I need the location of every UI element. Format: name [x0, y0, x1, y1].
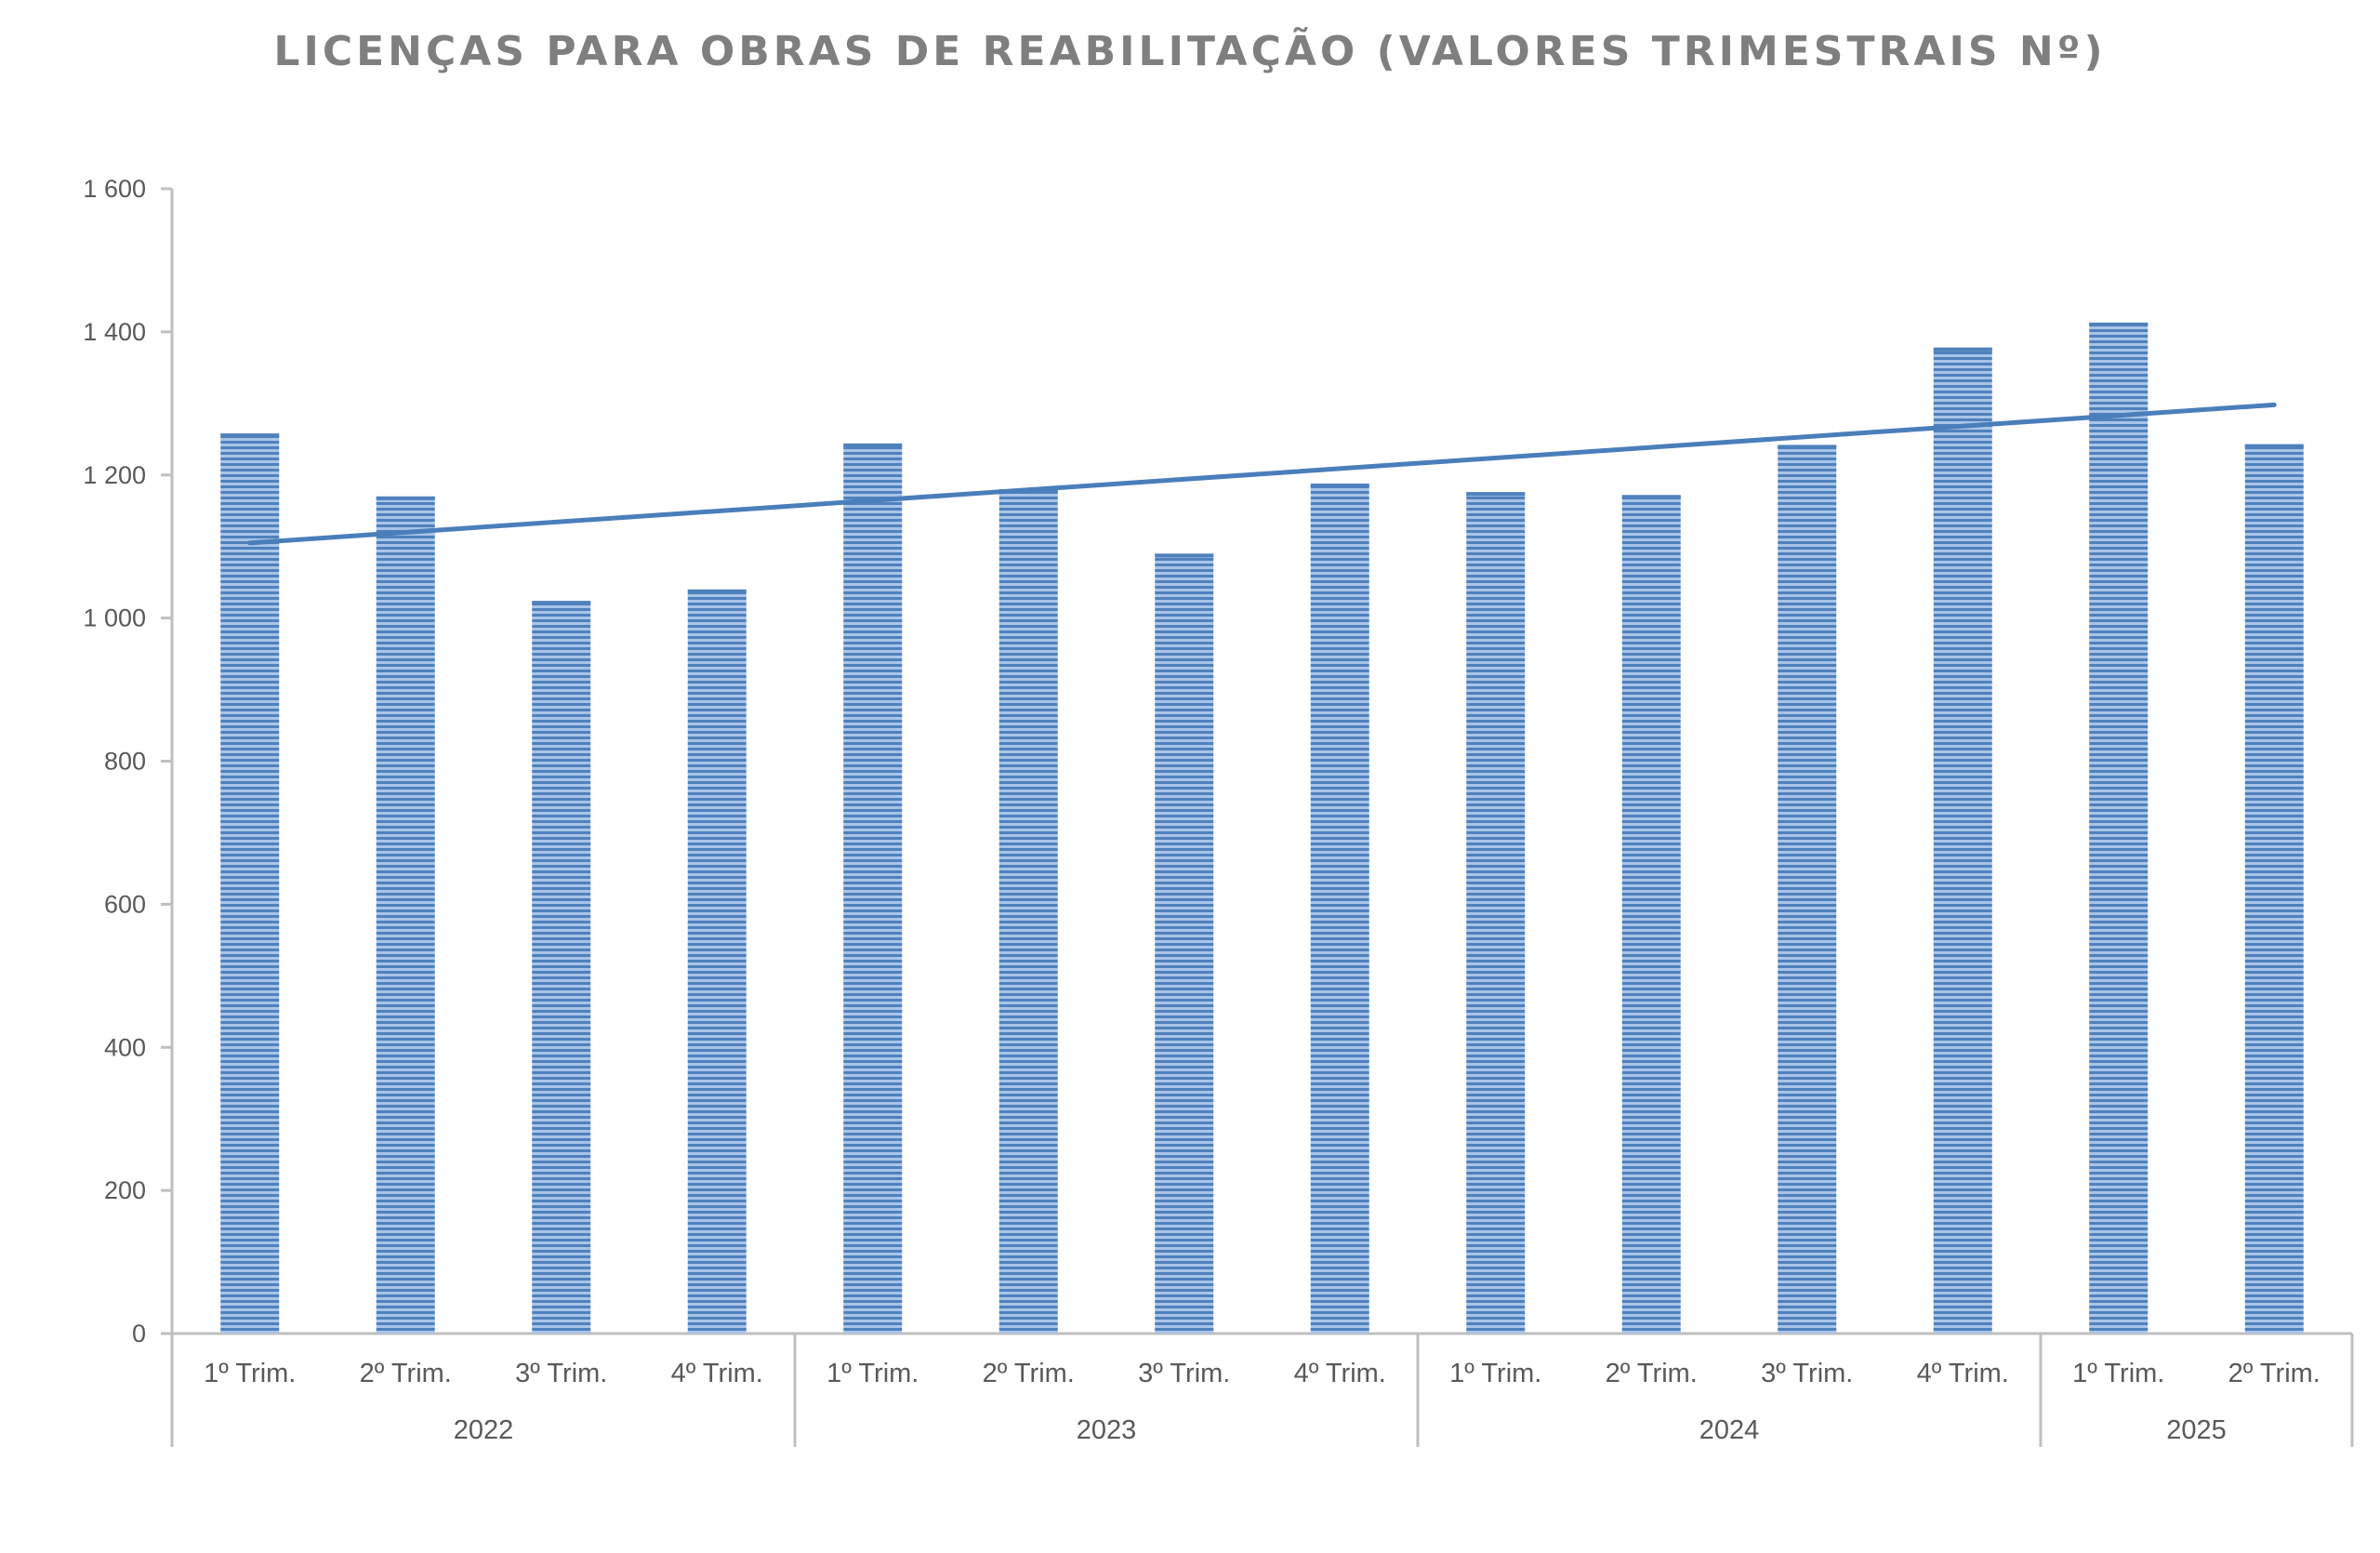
x-tick-label: 2º Trim.	[983, 1359, 1075, 1388]
x-tick-label: 2º Trim.	[1606, 1359, 1698, 1388]
bars	[220, 322, 2304, 1334]
y-tick-label: 1 600	[83, 175, 146, 203]
bar	[1933, 347, 1992, 1334]
x-tick-label: 1º Trim.	[826, 1359, 919, 1388]
bar	[998, 489, 1058, 1334]
bar	[376, 496, 435, 1334]
x-group-label: 2025	[2166, 1415, 2227, 1445]
bar-top-edge	[687, 589, 747, 593]
bar	[2089, 322, 2149, 1334]
trendline	[247, 402, 2277, 546]
x-group-label: 2023	[1077, 1415, 1137, 1445]
chart-title: LICENÇAS PARA OBRAS DE REABILITAÇÃO (VAL…	[273, 28, 2107, 75]
bar	[687, 589, 747, 1334]
y-tick-label: 200	[104, 1176, 146, 1204]
x-tick-label: 4º Trim.	[1294, 1359, 1386, 1388]
bar-top-edge	[376, 496, 435, 500]
bar	[1778, 445, 1837, 1334]
y-tick-label: 800	[104, 748, 146, 776]
trendline-layer	[247, 402, 2277, 546]
bar-top-edge	[2089, 322, 2149, 326]
bar-top-edge	[1621, 495, 1681, 499]
bar	[220, 433, 280, 1334]
axes	[161, 187, 2354, 1447]
x-tick-label: 4º Trim.	[671, 1359, 763, 1388]
x-tick-label: 2º Trim.	[360, 1359, 452, 1388]
x-tick-label: 3º Trim.	[515, 1359, 607, 1388]
y-tick-label: 1 200	[83, 461, 146, 489]
labels: 0 200 400 600 800 1 000 1 200 1 400 1 600 1º Trim…	[83, 175, 2320, 1445]
bar	[1621, 495, 1681, 1334]
x-tick-label: 1º Trim.	[2072, 1359, 2164, 1388]
bar	[532, 601, 591, 1334]
x-group-label: 2022	[454, 1415, 514, 1445]
bar-top-edge	[1155, 553, 1214, 558]
y-tick-label: 400	[104, 1033, 146, 1061]
y-tick-label: 0	[132, 1320, 146, 1347]
bar	[843, 443, 903, 1334]
x-tick-label: 1º Trim.	[1449, 1359, 1541, 1388]
bar-top-edge	[532, 601, 591, 605]
y-tick-label: 1 000	[83, 604, 146, 632]
bar	[1155, 553, 1214, 1334]
bar	[1310, 483, 1369, 1334]
x-group-label: 2024	[1699, 1415, 1760, 1445]
bar-top-edge	[843, 443, 903, 447]
x-tick-label: 1º Trim.	[204, 1359, 296, 1388]
x-tick-label: 4º Trim.	[1917, 1359, 2009, 1388]
y-tick-label: 1 400	[83, 318, 146, 346]
x-tick-label: 2º Trim.	[2228, 1359, 2320, 1388]
y-tick-label: 600	[104, 890, 146, 918]
bar-top-edge	[1933, 347, 1992, 352]
bar	[2244, 444, 2304, 1334]
bar	[1466, 492, 1526, 1334]
x-tick-label: 3º Trim.	[1761, 1359, 1853, 1388]
bar-top-edge	[1466, 492, 1526, 497]
bar-top-edge	[220, 433, 280, 438]
bar-top-edge	[2244, 444, 2304, 448]
x-tick-label: 3º Trim.	[1138, 1359, 1230, 1388]
bar-top-edge	[1778, 445, 1837, 449]
bar-top-edge	[1310, 483, 1369, 487]
